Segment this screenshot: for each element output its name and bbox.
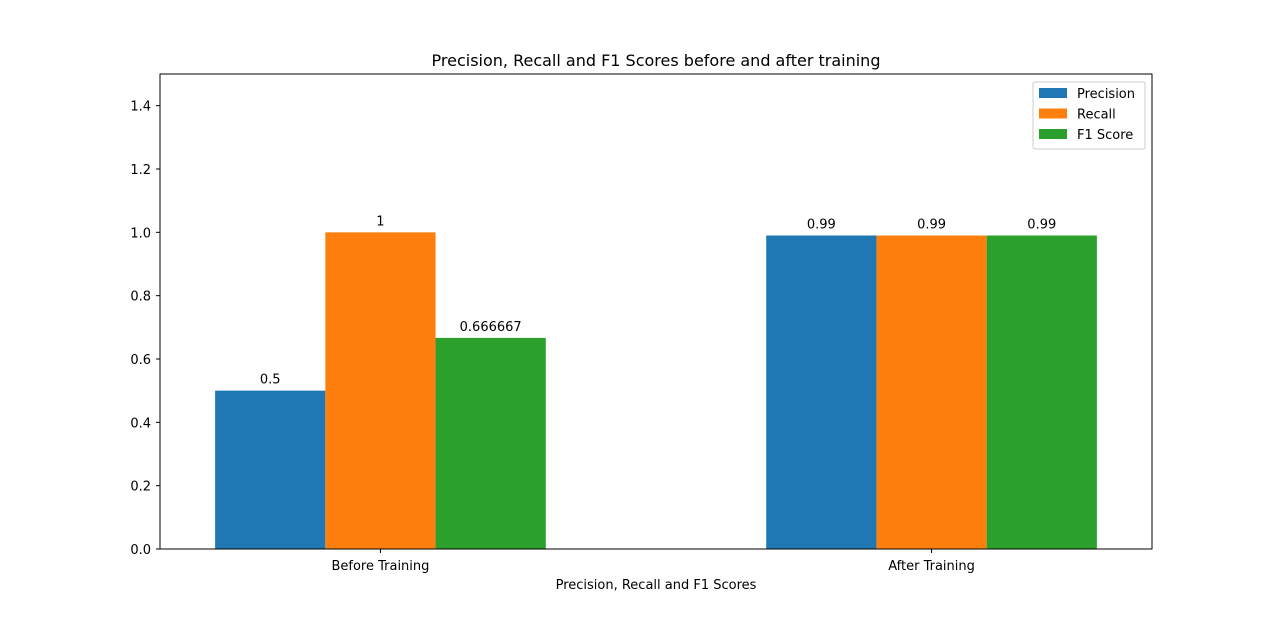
data-label: 0.99 [917, 218, 946, 233]
bars-group [215, 232, 1097, 550]
bar-recall-0 [325, 232, 436, 550]
legend-swatch [1039, 88, 1067, 98]
y-tick-label: 0.6 [130, 353, 151, 368]
legend-label: Precision [1077, 87, 1135, 102]
x-tick-label: Before Training [331, 559, 429, 574]
bar-precision-1 [766, 235, 877, 549]
plot-frame [159, 73, 1153, 550]
bar-labels-group: 0.5 0.99 1 0.99 0.666667 0.99 [260, 214, 1056, 387]
data-label: 0.99 [807, 218, 836, 233]
y-tick-label: 0.2 [130, 480, 151, 495]
y-axis: 0.0 0.2 0.4 0.6 0.8 1.0 1.2 1.4 [130, 100, 160, 558]
x-axis: Before Training After Training [331, 549, 975, 574]
chart-title: Precision, Recall and F1 Scores before a… [432, 51, 881, 70]
data-label: 0.99 [1027, 218, 1056, 233]
x-tick-label: After Training [888, 559, 975, 574]
y-tick-label: 1.2 [130, 163, 151, 178]
y-tick-label: 0.8 [130, 290, 151, 305]
legend-label: F1 Score [1077, 128, 1133, 143]
data-label: 0.5 [260, 373, 281, 388]
legend-label: Recall [1077, 108, 1116, 123]
bar-f1-score-0 [435, 337, 546, 549]
y-tick-label: 0.4 [130, 416, 151, 431]
bar-recall-1 [876, 235, 987, 549]
legend-swatch [1039, 108, 1067, 119]
y-tick-label: 1.0 [130, 226, 151, 241]
legend-swatch [1039, 129, 1067, 139]
legend: Precision Recall F1 Score [1032, 81, 1146, 150]
bar-precision-0 [215, 390, 326, 549]
data-label: 0.666667 [460, 320, 522, 335]
bar-f1-score-1 [986, 235, 1097, 549]
data-label: 1 [376, 214, 384, 229]
x-axis-label: Precision, Recall and F1 Scores [556, 578, 757, 593]
y-tick-label: 0.0 [130, 543, 151, 558]
y-tick-label: 1.4 [130, 100, 151, 115]
